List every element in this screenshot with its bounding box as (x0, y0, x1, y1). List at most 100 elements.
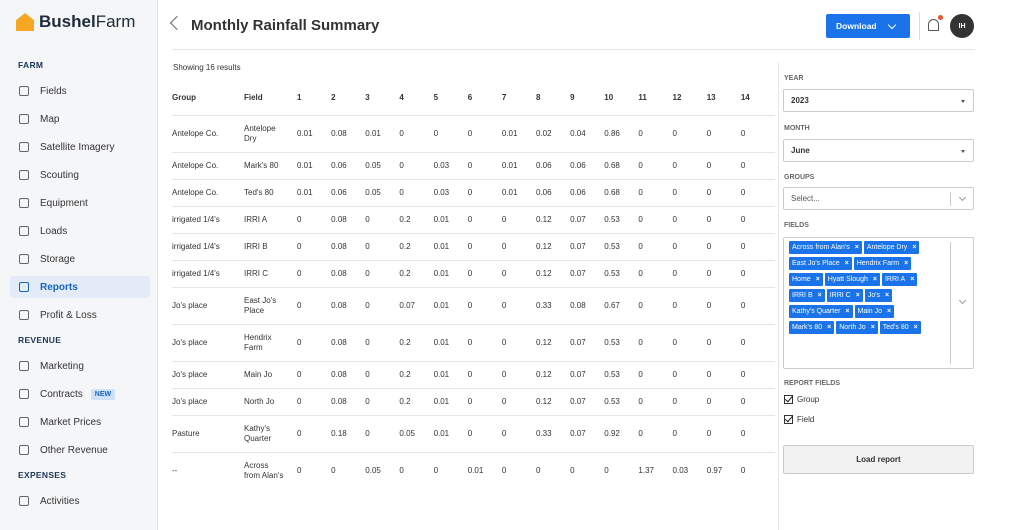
field-chip[interactable]: Kathy's Quarter (789, 304, 853, 318)
value-cell: 0 (740, 323, 775, 361)
text-cell: IRRI A (244, 205, 297, 233)
nav-icon (19, 445, 29, 455)
value-cell: 0 (467, 151, 502, 179)
column-header: 7 (501, 93, 507, 103)
value-cell: 0 (501, 360, 536, 388)
value-cell: 0 (672, 360, 707, 388)
text-cell: Across from Alan's (244, 451, 297, 489)
column-header: 1 (297, 93, 302, 103)
column-header: Field (244, 93, 263, 103)
value-cell: 0.12 (535, 232, 571, 260)
checkbox-label: Field (797, 415, 815, 424)
field-chip[interactable]: IRRI C (826, 288, 863, 302)
value-cell: 0 (740, 205, 775, 233)
value-cell: 0.03 (433, 178, 468, 206)
section-title: EXPENSES (18, 470, 67, 480)
value-cell: 0 (365, 286, 400, 324)
notifications[interactable] (928, 15, 943, 31)
value-cell: 0.03 (672, 451, 707, 489)
groups-select[interactable]: Select... (783, 187, 974, 210)
value-cell: 0 (740, 178, 775, 206)
text-cell: East Jo's Place (244, 286, 297, 324)
year-label: YEAR (784, 75, 804, 82)
value-cell: 0 (365, 259, 400, 287)
value-cell: 0.08 (331, 323, 366, 361)
field-chip[interactable]: North Jo (836, 320, 878, 334)
nav-item[interactable]: Profit & Loss (10, 304, 150, 326)
value-cell: 0.53 (604, 232, 639, 260)
value-cell: 0.07 (570, 360, 605, 388)
fields-select[interactable]: Across from Alan'sAntelope Dry East Jo's … (783, 237, 974, 369)
value-cell: 0.08 (331, 387, 366, 415)
value-cell: 0 (467, 360, 502, 388)
nav-icon (19, 86, 29, 96)
avatar[interactable]: IH (950, 14, 974, 38)
year-select[interactable]: 2023 (783, 89, 974, 112)
section-title: FARM (18, 60, 44, 70)
value-cell: 0.01 (297, 178, 332, 206)
field-chip[interactable]: Across from Alan's (789, 240, 862, 254)
field-chip[interactable]: Hyatt Slough (824, 272, 880, 286)
field-chip[interactable]: IRRI A (881, 272, 918, 286)
value-cell: 0 (297, 232, 332, 260)
checkbox-row[interactable]: Group (784, 395, 819, 404)
nav-item[interactable]: Other Revenue (10, 439, 150, 461)
field-chip[interactable]: Home (789, 272, 823, 286)
checkbox[interactable] (784, 415, 793, 424)
value-cell: 0 (672, 259, 707, 287)
column-header: Group (172, 93, 196, 103)
download-button[interactable]: Download (826, 14, 910, 38)
nav-item[interactable]: Fields (10, 80, 150, 102)
load-report-button[interactable]: Load report (783, 445, 974, 474)
nav-label: Loads (40, 225, 68, 237)
nav-label: Fields (40, 85, 67, 97)
value-cell: 0.06 (535, 151, 571, 179)
value-cell: 0.07 (570, 323, 605, 361)
nav-item[interactable]: Storage (10, 248, 150, 270)
nav-item[interactable]: Equipment (10, 192, 150, 214)
nav-item[interactable]: Market Prices (10, 411, 150, 433)
field-chip[interactable]: East Jo's Place (789, 256, 852, 270)
nav-icon (19, 282, 29, 292)
value-cell: 0.01 (297, 151, 332, 179)
nav-item[interactable]: Loads (10, 220, 150, 242)
field-chip[interactable]: Hendrix Farm (853, 256, 912, 270)
nav-item[interactable]: Satellite Imagery (10, 136, 150, 158)
text-cell: Ted's 80 (244, 178, 297, 206)
value-cell: 0 (740, 360, 775, 388)
nav-item[interactable]: Marketing (10, 355, 150, 377)
nav-item[interactable]: Scouting (10, 164, 150, 186)
nav-item[interactable]: Contracts NEW (10, 383, 150, 405)
field-chip[interactable]: Main Jo (854, 304, 895, 318)
value-cell: 0 (672, 232, 707, 260)
value-cell: 0.53 (604, 205, 639, 233)
field-chip[interactable]: IRRI B (789, 288, 825, 302)
nav-item[interactable]: Activities (10, 490, 150, 512)
logo[interactable]: BushelFarm (16, 12, 135, 32)
value-cell: 0.05 (365, 178, 400, 206)
value-cell: 0.08 (331, 286, 366, 324)
value-cell: 0 (365, 323, 400, 361)
value-cell: 0.05 (399, 414, 434, 452)
table-body: Antelope Co. Antelope Dry 0.01 0.08 0.01 0 0 0 0… (172, 114, 775, 489)
value-cell: 0 (297, 414, 332, 452)
text-cell: Jo's place (172, 360, 244, 388)
nav-item[interactable]: Reports (10, 276, 150, 298)
value-cell: 0 (672, 414, 707, 452)
checkbox[interactable] (784, 395, 793, 404)
field-chip[interactable]: Jo's (864, 288, 893, 302)
nav-item[interactable]: Map (10, 108, 150, 130)
field-chip[interactable]: Mark's 80 (789, 320, 835, 334)
value-cell: 0 (740, 387, 775, 415)
logo-icon (16, 13, 34, 31)
checkbox-row[interactable]: Field (784, 415, 814, 424)
value-cell: 0.53 (604, 387, 639, 415)
back-button[interactable] (169, 15, 185, 31)
value-cell: 0 (740, 414, 775, 452)
field-chip[interactable]: Antelope Dry (863, 240, 920, 254)
field-chip[interactable]: Ted's 80 (879, 320, 921, 334)
nav-label: Scouting (40, 169, 79, 181)
month-select[interactable]: June (783, 139, 974, 162)
